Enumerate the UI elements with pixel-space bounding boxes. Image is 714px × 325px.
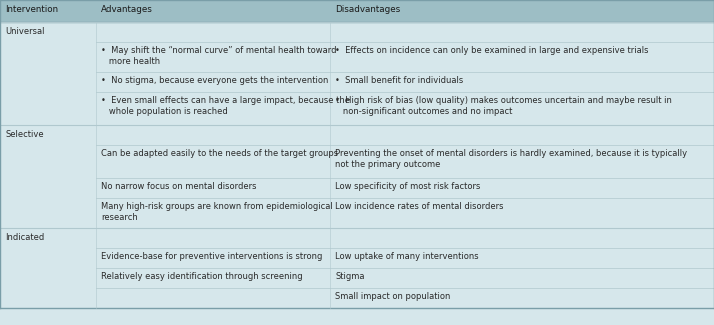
Bar [0,198,714,228]
Text: Universal: Universal [5,27,44,36]
Bar [0,0,714,22]
Text: Low specificity of most risk factors: Low specificity of most risk factors [335,182,481,191]
Bar [0,288,714,308]
Text: Many high-risk groups are known from epidemiological
research: Many high-risk groups are known from epi… [101,202,333,222]
Text: Low incidence rates of mental disorders: Low incidence rates of mental disorders [335,202,503,211]
Bar [0,178,714,198]
Text: Indicated: Indicated [5,233,44,242]
Bar [0,145,714,178]
Text: Relatively easy identification through screening: Relatively easy identification through s… [101,272,303,281]
Text: Evidence-base for preventive interventions is strong: Evidence-base for preventive interventio… [101,252,323,261]
Text: Stigma: Stigma [335,272,365,281]
Text: Selective: Selective [5,130,44,139]
Bar [0,228,714,248]
Text: •  Even small effects can have a large impact, because the
   whole population i: • Even small effects can have a large im… [101,96,350,116]
Text: Disadvantages: Disadvantages [335,5,401,14]
Text: No narrow focus on mental disorders: No narrow focus on mental disorders [101,182,256,191]
Bar [0,72,714,92]
Text: Can be adapted easily to the needs of the target groups: Can be adapted easily to the needs of th… [101,149,338,158]
Text: •  Effects on incidence can only be examined in large and expensive trials: • Effects on incidence can only be exami… [335,46,648,55]
Text: Small impact on population: Small impact on population [335,292,451,301]
Bar [0,22,714,42]
Text: Intervention: Intervention [5,5,58,14]
Text: Low uptake of many interventions: Low uptake of many interventions [335,252,478,261]
Bar [0,92,714,125]
Bar [0,42,714,72]
Text: •  May shift the “normal curve” of mental health toward
   more health: • May shift the “normal curve” of mental… [101,46,336,66]
Text: Preventing the onset of mental disorders is hardly examined, because it is typic: Preventing the onset of mental disorders… [335,149,687,169]
Text: •  High risk of bias (low quality) makes outcomes uncertain and maybe result in
: • High risk of bias (low quality) makes … [335,96,672,116]
Bar [0,125,714,145]
Text: •  Small benefit for individuals: • Small benefit for individuals [335,76,463,85]
Bar [0,248,714,268]
Text: Advantages: Advantages [101,5,153,14]
Bar [0,268,714,288]
Text: •  No stigma, because everyone gets the intervention: • No stigma, because everyone gets the i… [101,76,328,85]
